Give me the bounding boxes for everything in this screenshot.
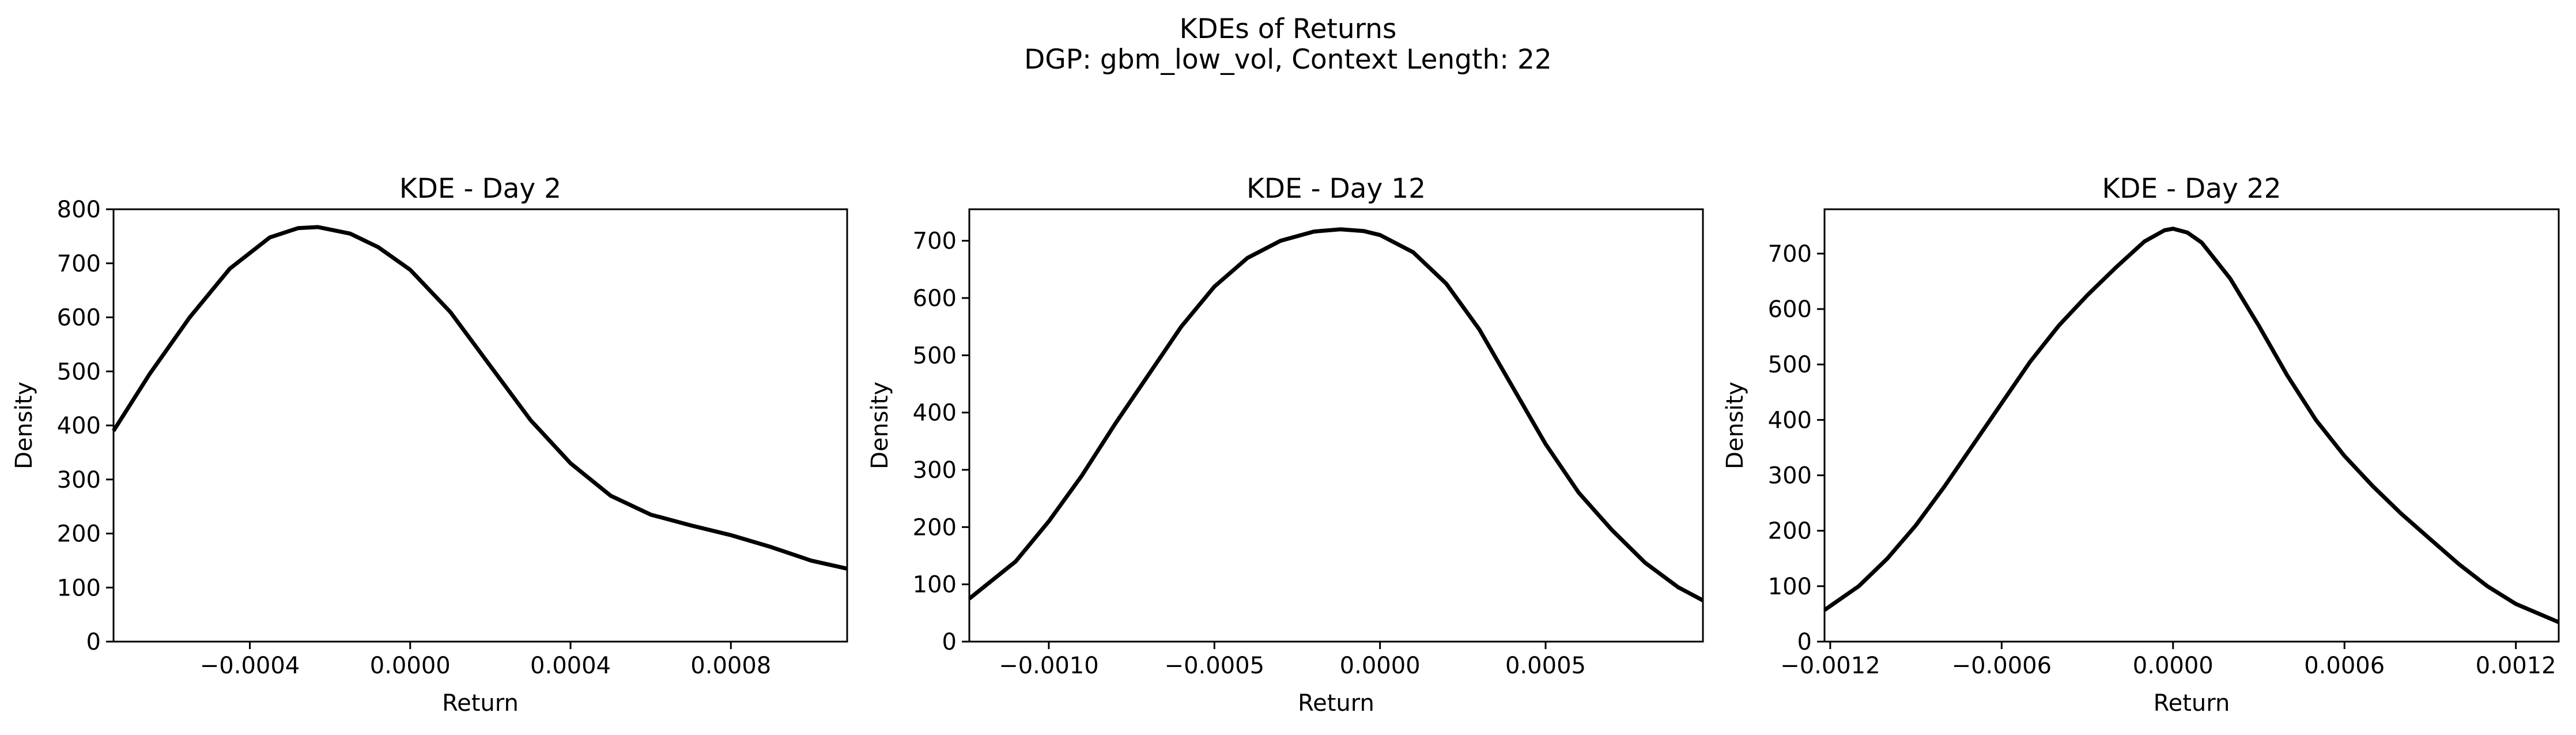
y-tick-label: 700 bbox=[57, 251, 101, 277]
y-axis-label: Density bbox=[867, 382, 893, 469]
y-tick-label: 100 bbox=[1768, 574, 1812, 600]
y-tick-label: 800 bbox=[57, 197, 101, 223]
x-tick-label: 0.0000 bbox=[1340, 653, 1421, 679]
figure-subtitle: DGP: gbm_low_vol, Context Length: 22 bbox=[1024, 44, 1552, 76]
x-tick-label: 0.0008 bbox=[690, 653, 771, 679]
y-tick-label: 600 bbox=[1768, 296, 1812, 323]
y-tick-label: 500 bbox=[57, 359, 101, 385]
kde-line-series-1 bbox=[112, 225, 848, 571]
figure-suptitle: KDEs of Returns bbox=[1179, 13, 1397, 45]
y-tick-label: 200 bbox=[913, 514, 957, 541]
chart-day-12: KDE - Day 12 −0.0010 −0.0005 0.0000 0.0005 0 1… bbox=[867, 173, 1704, 717]
kde-line-series-1 bbox=[968, 227, 1704, 602]
chart-day-2: KDE - Day 2 −0.0004 0.0000 0.0004 0.0008 0 100… bbox=[11, 173, 848, 717]
x-tick-label: 0.0012 bbox=[2476, 653, 2556, 679]
y-tick-label: 200 bbox=[1768, 518, 1812, 545]
y-tick-label: 0 bbox=[1797, 629, 1812, 655]
y-tick-label: 400 bbox=[1768, 407, 1812, 434]
y-tick-label: 100 bbox=[57, 575, 101, 601]
x-axis-label: Return bbox=[1298, 690, 1374, 717]
y-tick-label: 500 bbox=[1768, 352, 1812, 378]
y-tick-label: 400 bbox=[57, 413, 101, 439]
chart-day-22: KDE - Day 22 −0.0012 −0.0006 0.0000 0.0006 0.… bbox=[1722, 173, 2560, 717]
y-tick-label: 400 bbox=[913, 400, 957, 427]
x-tick-label: 0.0005 bbox=[1505, 653, 1586, 679]
y-axis-label: Density bbox=[11, 382, 37, 469]
y-tick-label: 600 bbox=[57, 305, 101, 331]
kde-line-series-1 bbox=[1823, 227, 2560, 624]
chart-title: KDE - Day 12 bbox=[1247, 173, 1426, 205]
x-tick-label: −0.0006 bbox=[1952, 653, 2052, 679]
plot-frame bbox=[1823, 208, 2560, 643]
chart-title: KDE - Day 22 bbox=[2102, 173, 2281, 205]
y-tick-label: 100 bbox=[913, 572, 957, 598]
x-tick-label: −0.0004 bbox=[200, 653, 300, 679]
x-tick-label: 0.0000 bbox=[370, 653, 451, 679]
x-tick-label: 0.0006 bbox=[2304, 653, 2385, 679]
y-tick-label: 600 bbox=[913, 285, 957, 312]
x-tick-label: −0.0005 bbox=[1165, 653, 1264, 679]
x-axis-label: Return bbox=[2154, 690, 2230, 717]
y-tick-label: 0 bbox=[942, 629, 957, 655]
x-tick-label: −0.0010 bbox=[999, 653, 1098, 679]
plot-frame bbox=[968, 208, 1704, 643]
y-tick-label: 700 bbox=[1768, 241, 1812, 267]
y-tick-label: 300 bbox=[57, 467, 101, 493]
y-tick-label: 500 bbox=[913, 342, 957, 369]
y-tick-label: 300 bbox=[913, 457, 957, 484]
y-tick-label: 200 bbox=[57, 521, 101, 548]
x-axis-label: Return bbox=[442, 690, 519, 717]
x-tick-label: 0.0000 bbox=[2133, 653, 2214, 679]
chart-title: KDE - Day 2 bbox=[399, 173, 561, 205]
y-tick-label: 300 bbox=[1768, 463, 1812, 489]
y-tick-label: 0 bbox=[86, 629, 101, 655]
y-tick-label: 700 bbox=[913, 228, 957, 255]
x-tick-label: −0.0012 bbox=[1780, 653, 1880, 679]
x-tick-label: 0.0004 bbox=[530, 653, 611, 679]
y-axis-label: Density bbox=[1722, 382, 1748, 469]
